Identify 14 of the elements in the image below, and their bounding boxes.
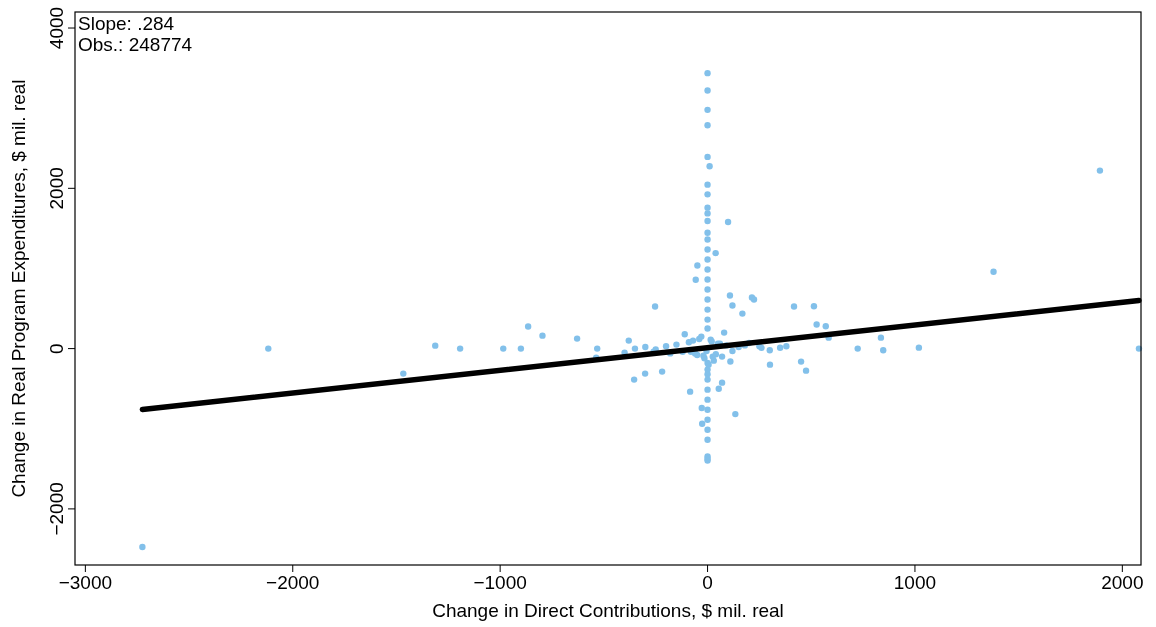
y-tick-label: 0 — [46, 343, 67, 354]
x-tick-label: −1000 — [473, 572, 527, 593]
x-tick-label: 1000 — [893, 572, 937, 593]
x-tick-label: 0 — [702, 572, 713, 593]
x-axis-title: Change in Direct Contributions, $ mil. real — [432, 600, 784, 621]
y-tick-label: −2000 — [46, 482, 67, 536]
annotation: Slope: .284 — [78, 13, 175, 34]
x-tick-label: −3000 — [58, 572, 113, 593]
x-tick-label: −2000 — [266, 572, 320, 593]
x-tick-label: 2000 — [1101, 572, 1144, 593]
y-tick-label: 2000 — [46, 167, 67, 210]
y-axis-title: Change in Real Program Expenditures, $ mil. real — [8, 79, 29, 498]
y-tick-label: 4000 — [46, 6, 67, 50]
annotation: Obs.: 248774 — [78, 34, 193, 55]
